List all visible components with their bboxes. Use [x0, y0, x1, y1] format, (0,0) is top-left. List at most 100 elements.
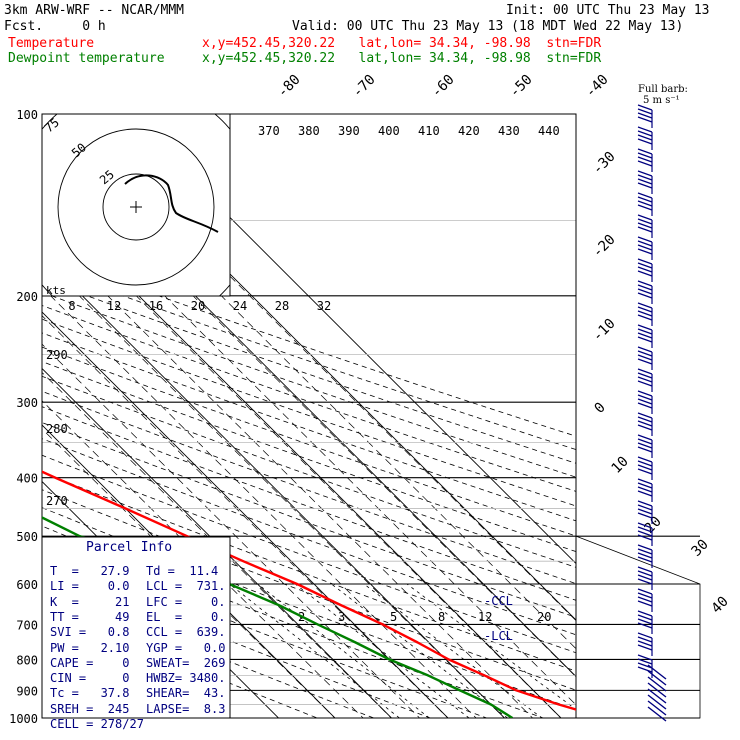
theta-e-label: 430 — [498, 124, 520, 138]
wind-barb-flag — [637, 574, 653, 581]
hodo-speed-label: 16 — [149, 299, 163, 313]
wind-barb-flag — [637, 240, 653, 247]
wind-barb-flag — [637, 424, 653, 431]
dry-adiabat — [42, 584, 375, 718]
valid-time: Valid: 00 UTC Thu 23 May 13 (18 MDT Wed … — [292, 19, 684, 34]
parcel-info-left-value: CIN = 0 — [50, 671, 130, 686]
isotherm-label: -60 — [429, 72, 458, 101]
wind-barb-flag — [637, 266, 653, 273]
wind-barb-flag — [637, 504, 653, 511]
wind-barb-flag — [637, 262, 653, 269]
pressure-tick-label: 800 — [16, 653, 38, 667]
pressure-tick-label: 700 — [16, 618, 38, 632]
wind-barb-flag — [637, 552, 653, 559]
lcl-annotation: -LCL — [484, 629, 513, 643]
parcel-info-left-value: LI = 0.0 — [50, 579, 130, 594]
wind-barb-flag — [637, 588, 653, 595]
hodo-speed-label: 20 — [191, 299, 205, 313]
wind-barb-flag — [637, 328, 653, 335]
pressure-tick-label: 500 — [16, 530, 38, 544]
wind-barb-flag — [637, 544, 653, 551]
parcel-info-right-value: EL = 0. — [146, 609, 226, 624]
pressure-tick-label: 400 — [16, 472, 38, 486]
hodograph-units: kts — [46, 284, 66, 297]
wind-barb-low — [647, 700, 667, 716]
wind-barb-flag — [637, 446, 653, 453]
wind-barb-flag — [637, 442, 653, 449]
wind-barb-flag — [637, 200, 653, 207]
parcel-info-left-value: T = 27.9 — [50, 564, 130, 578]
isotherm-label: 30 — [689, 537, 712, 560]
wind-barb-flag — [637, 658, 653, 665]
wind-barb-flag — [637, 204, 653, 211]
wind-barb-flag — [637, 112, 653, 119]
wind-barb-flag — [637, 380, 653, 387]
wind-barb-flag — [637, 398, 653, 405]
wind-barb-flag — [637, 358, 653, 365]
pressure-tick-label: 300 — [16, 396, 38, 410]
wind-barb-flag — [637, 614, 653, 621]
temperature-trace — [42, 470, 576, 711]
wind-barb-flag — [637, 464, 653, 471]
temperature-label: Temperature — [8, 36, 95, 51]
wind-barb-flag — [637, 530, 653, 537]
isotherm-line — [42, 254, 506, 718]
wind-barb-flag — [637, 156, 653, 163]
wind-barb-flag — [637, 214, 653, 221]
isotherm-label: 40 — [709, 594, 732, 617]
wind-barb-low — [647, 664, 667, 680]
temperature-location: x,y=452.45,320.22 lat,lon= 34.34, -98.98… — [202, 36, 602, 51]
wind-barb-flag — [637, 160, 653, 167]
dewpoint-trace — [42, 516, 514, 718]
wind-barb-flag — [637, 416, 653, 423]
theta-e-label: 440 — [538, 124, 560, 138]
wind-barb-flag — [637, 170, 653, 177]
parcel-info-left-value: SVI = 0.8 — [50, 625, 130, 640]
parcel-info-left-value: CELL = 278/27 — [50, 717, 144, 731]
hodograph-origin — [130, 201, 142, 213]
wind-barb-flag — [637, 500, 653, 507]
wind-barb-flag — [637, 306, 653, 313]
wind-barb-flag — [637, 284, 653, 291]
wind-barb-flag — [637, 270, 653, 277]
theta-e-label: 420 — [458, 124, 480, 138]
isotherm-line — [42, 367, 393, 718]
hodograph-trace — [124, 174, 219, 233]
theta-e-label: 400 — [378, 124, 400, 138]
isotherm-label: 0 — [592, 400, 609, 417]
wind-barb-flag — [637, 222, 653, 229]
isotherm-label: -20 — [590, 232, 619, 261]
dewpoint-location: x,y=452.45,320.22 lat,lon= 34.34, -98.98… — [202, 51, 602, 66]
wind-barb-flag — [637, 288, 653, 295]
dry-adiabat — [42, 507, 576, 711]
mixing-ratio-label: 12 — [478, 610, 492, 624]
wind-barb-flag — [637, 196, 653, 203]
hodo-speed-label: 32 — [317, 299, 331, 313]
barb-legend-value: 5 m s⁻¹ — [643, 95, 680, 106]
isotherm-label: -70 — [350, 72, 379, 101]
parcel-info-left-value: SREH = 245 — [50, 701, 130, 716]
parcel-info-right-value: LCL = 731. — [146, 579, 226, 594]
wind-barb-flag — [637, 610, 653, 617]
wind-barb-flag — [637, 130, 653, 137]
wind-barb-flag — [637, 434, 653, 441]
dewpoint-label: Dewpoint temperature — [8, 51, 165, 66]
wind-barb-flag — [637, 412, 653, 419]
chart-traces — [42, 470, 576, 718]
wind-barb-flag — [637, 468, 653, 475]
hodo-speed-label: 24 — [233, 299, 247, 313]
wind-barb-flag — [637, 666, 653, 673]
wind-barb-flag — [637, 218, 653, 225]
mixing-ratio-label: 20 — [537, 610, 551, 624]
parcel-info-right-value: LAPSE= 8.3 — [146, 701, 226, 716]
forecast-hour: Fcst. 0 h — [4, 19, 106, 34]
pressure-tick-label: 1000 — [9, 712, 38, 726]
isotherm-label: -50 — [507, 72, 536, 101]
wind-barb-flag — [637, 600, 653, 607]
theta-e-label: 370 — [258, 124, 280, 138]
wind-barb-flag — [637, 372, 653, 379]
parcel-info-box — [41, 536, 231, 719]
wind-barb-flag — [637, 644, 653, 651]
wind-barb-flag — [637, 632, 653, 639]
wind-barb-flag — [637, 248, 653, 255]
